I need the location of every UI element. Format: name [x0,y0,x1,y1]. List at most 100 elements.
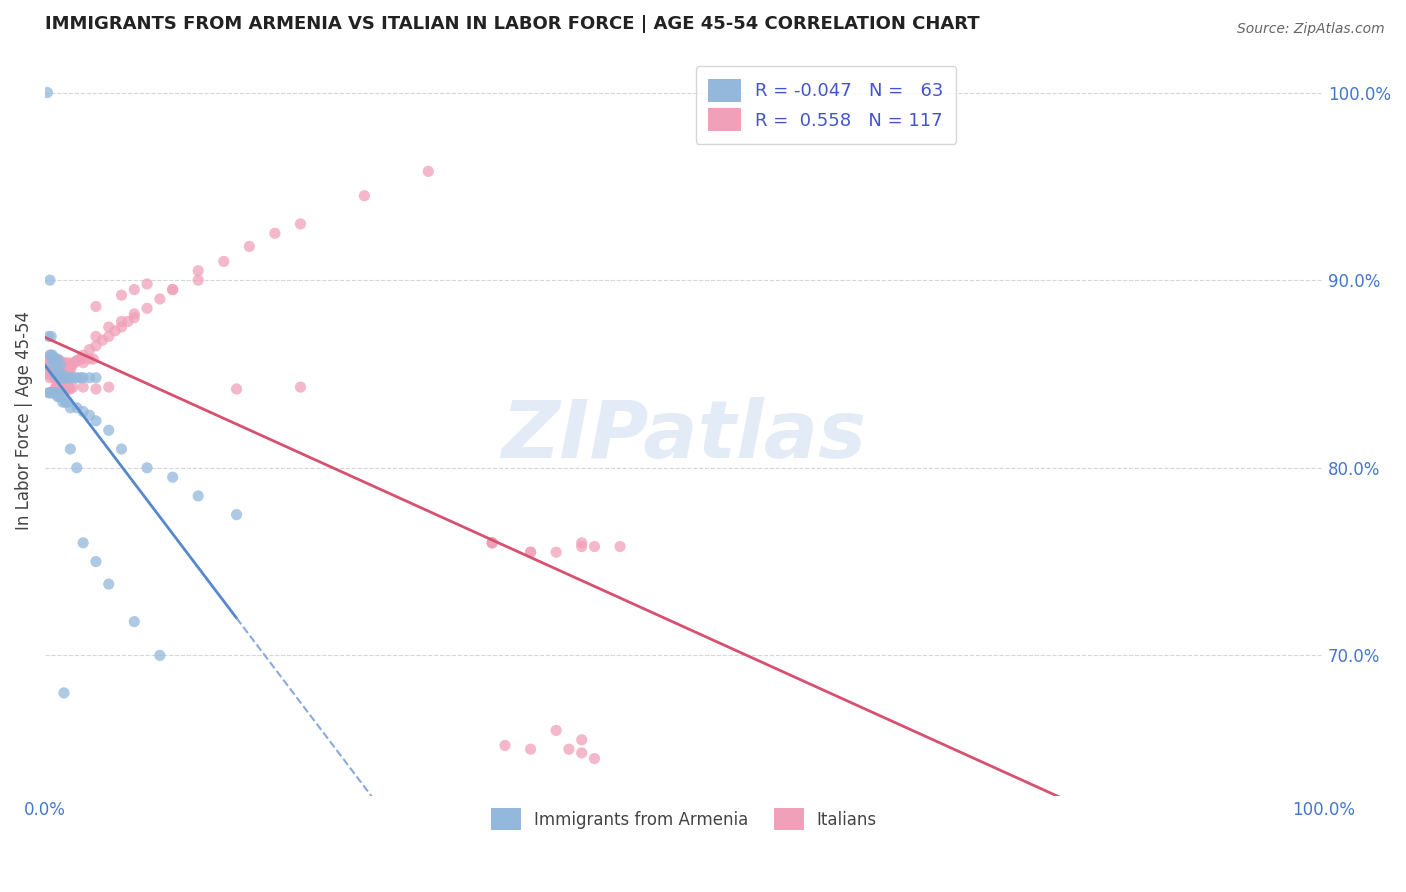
Point [41,363,63,377]
Point [39,367,62,381]
Point [55,367,77,381]
Point [56,382,79,396]
Point [38,367,60,381]
Point [62,356,84,370]
Point [41,356,63,370]
Point [38,358,60,372]
Point [44,359,66,374]
Point [110,288,132,302]
Point [55,358,77,372]
Point [62,380,84,394]
Point [46,354,69,368]
Legend: Immigrants from Armenia, Italians: Immigrants from Armenia, Italians [484,802,883,837]
Point [519,545,541,559]
Point [136,301,159,316]
Point [212,254,235,268]
Point [48,382,70,396]
Point [44,351,66,366]
Point [39,348,62,362]
Point [38,329,60,343]
Point [59,358,82,372]
Point [481,536,503,550]
Point [59,370,82,384]
Point [97,423,120,437]
Point [66,401,89,415]
Point [53,367,76,381]
Point [39,370,62,384]
Point [58,380,80,394]
Point [42,358,65,372]
Point [84,300,107,314]
Point [53,395,76,409]
Point [51,370,73,384]
Point [38,385,60,400]
Point [42,351,65,366]
Point [72,404,94,418]
Point [59,363,82,377]
Point [149,648,172,663]
Point [49,380,72,394]
Point [162,283,184,297]
Point [53,370,76,384]
Point [44,351,66,366]
Point [39,273,62,287]
Point [97,320,120,334]
Point [290,217,312,231]
Point [53,380,76,394]
Point [110,442,132,456]
Point [519,742,541,756]
Point [44,385,66,400]
Point [110,314,132,328]
Point [84,382,107,396]
Point [84,414,107,428]
Point [79,370,101,384]
Point [48,358,70,372]
Point [72,536,94,550]
Point [46,380,69,394]
Point [46,367,69,381]
Point [42,363,65,377]
Point [45,378,67,392]
Point [39,363,62,377]
Point [51,367,73,381]
Point [124,283,146,297]
Point [225,508,247,522]
Point [44,367,66,381]
Point [97,329,120,343]
Point [583,540,606,554]
Point [79,343,101,357]
Point [42,351,65,366]
Point [53,356,76,370]
Point [56,367,79,381]
Point [53,686,76,700]
Point [558,742,581,756]
Text: IMMIGRANTS FROM ARMENIA VS ITALIAN IN LABOR FORCE | AGE 45-54 CORRELATION CHART: IMMIGRANTS FROM ARMENIA VS ITALIAN IN LA… [45,15,980,33]
Point [481,536,503,550]
Point [46,367,69,381]
Point [49,370,72,384]
Point [609,540,631,554]
Point [69,351,91,366]
Point [56,370,79,384]
Point [41,358,63,372]
Point [45,370,67,384]
Point [51,358,73,372]
Point [494,739,516,753]
Point [136,277,159,291]
Point [104,324,127,338]
Point [46,351,69,366]
Point [39,385,62,400]
Point [124,307,146,321]
Point [52,370,75,384]
Point [66,370,89,384]
Point [42,385,65,400]
Point [72,348,94,362]
Point [45,358,67,372]
Point [37,351,59,366]
Point [45,385,67,400]
Point [69,370,91,384]
Text: ZIPatlas: ZIPatlas [502,397,866,475]
Point [48,370,70,384]
Point [45,358,67,372]
Point [69,351,91,366]
